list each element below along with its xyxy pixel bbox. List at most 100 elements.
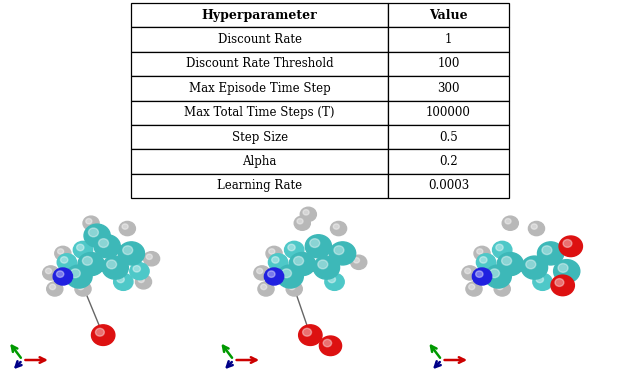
Bar bbox=[131, 52, 388, 76]
Circle shape bbox=[485, 265, 511, 288]
Bar bbox=[388, 125, 509, 149]
Circle shape bbox=[138, 277, 144, 282]
Circle shape bbox=[74, 241, 93, 259]
Text: 0.2: 0.2 bbox=[439, 155, 458, 168]
Circle shape bbox=[497, 284, 503, 290]
Circle shape bbox=[114, 273, 133, 290]
Circle shape bbox=[83, 216, 99, 230]
Circle shape bbox=[480, 257, 487, 263]
Circle shape bbox=[77, 284, 84, 290]
Text: 0.0003: 0.0003 bbox=[428, 179, 469, 192]
Circle shape bbox=[314, 256, 340, 279]
Circle shape bbox=[277, 265, 303, 288]
Circle shape bbox=[333, 224, 339, 229]
Circle shape bbox=[325, 273, 344, 290]
Circle shape bbox=[502, 256, 511, 265]
Circle shape bbox=[269, 249, 275, 254]
Circle shape bbox=[496, 244, 503, 251]
Circle shape bbox=[538, 242, 564, 265]
Circle shape bbox=[554, 260, 580, 283]
Circle shape bbox=[559, 236, 582, 257]
Circle shape bbox=[466, 282, 482, 296]
Circle shape bbox=[555, 279, 564, 287]
Circle shape bbox=[294, 256, 303, 265]
Bar bbox=[388, 76, 509, 101]
Circle shape bbox=[77, 244, 84, 251]
Text: Max Total Time Steps (T): Max Total Time Steps (T) bbox=[184, 106, 335, 119]
Circle shape bbox=[330, 242, 356, 265]
Circle shape bbox=[92, 325, 115, 345]
Circle shape bbox=[323, 339, 332, 347]
Circle shape bbox=[99, 239, 109, 248]
Text: 300: 300 bbox=[437, 82, 460, 95]
Text: 100: 100 bbox=[437, 57, 460, 70]
Circle shape bbox=[490, 269, 499, 278]
Circle shape bbox=[268, 271, 275, 277]
Circle shape bbox=[268, 254, 288, 271]
Circle shape bbox=[310, 239, 320, 248]
Circle shape bbox=[95, 328, 104, 336]
Bar bbox=[388, 3, 509, 28]
Circle shape bbox=[305, 235, 332, 258]
Bar bbox=[131, 28, 388, 52]
Text: Max Episode Time Step: Max Episode Time Step bbox=[189, 82, 330, 95]
Circle shape bbox=[474, 246, 490, 260]
Circle shape bbox=[502, 216, 518, 230]
Circle shape bbox=[146, 254, 152, 259]
Circle shape bbox=[61, 257, 68, 263]
Circle shape bbox=[75, 282, 91, 296]
Bar bbox=[388, 101, 509, 125]
Circle shape bbox=[45, 268, 52, 274]
Circle shape bbox=[260, 284, 267, 290]
Circle shape bbox=[476, 254, 496, 271]
Circle shape bbox=[286, 282, 302, 296]
Text: Discount Rate: Discount Rate bbox=[218, 33, 301, 46]
Circle shape bbox=[117, 276, 124, 283]
Circle shape bbox=[529, 222, 545, 235]
Bar bbox=[131, 101, 388, 125]
Text: Alpha: Alpha bbox=[243, 155, 276, 168]
Circle shape bbox=[522, 256, 548, 279]
Circle shape bbox=[83, 256, 92, 265]
Circle shape bbox=[84, 224, 110, 247]
Circle shape bbox=[303, 328, 312, 336]
Circle shape bbox=[57, 254, 77, 271]
Text: Discount Rate Threshold: Discount Rate Threshold bbox=[186, 57, 333, 70]
Circle shape bbox=[526, 260, 536, 269]
Circle shape bbox=[494, 282, 510, 296]
Circle shape bbox=[102, 256, 129, 279]
Circle shape bbox=[86, 218, 92, 224]
Circle shape bbox=[462, 266, 478, 280]
Bar bbox=[131, 125, 388, 149]
Bar bbox=[388, 149, 509, 174]
Circle shape bbox=[285, 241, 304, 259]
Circle shape bbox=[300, 207, 316, 222]
Bar bbox=[131, 76, 388, 101]
Circle shape bbox=[330, 222, 347, 235]
Circle shape bbox=[254, 266, 270, 280]
Circle shape bbox=[70, 269, 80, 278]
Text: 100000: 100000 bbox=[426, 106, 471, 119]
Circle shape bbox=[533, 273, 552, 290]
Text: Hyperparameter: Hyperparameter bbox=[202, 9, 317, 22]
Circle shape bbox=[493, 241, 512, 259]
Circle shape bbox=[497, 253, 524, 276]
Circle shape bbox=[122, 224, 128, 229]
Circle shape bbox=[551, 275, 574, 296]
Circle shape bbox=[264, 268, 284, 285]
Circle shape bbox=[272, 257, 279, 263]
Circle shape bbox=[49, 284, 56, 290]
Circle shape bbox=[294, 216, 310, 230]
Circle shape bbox=[303, 210, 309, 215]
Circle shape bbox=[58, 249, 63, 254]
Circle shape bbox=[118, 242, 145, 265]
Bar bbox=[388, 174, 509, 198]
Circle shape bbox=[318, 260, 328, 269]
Circle shape bbox=[563, 240, 572, 247]
Circle shape bbox=[130, 263, 149, 280]
Circle shape bbox=[53, 268, 72, 285]
Circle shape bbox=[282, 269, 291, 278]
Circle shape bbox=[353, 257, 360, 263]
Text: 1: 1 bbox=[445, 33, 452, 46]
Text: Learning Rate: Learning Rate bbox=[217, 179, 302, 192]
